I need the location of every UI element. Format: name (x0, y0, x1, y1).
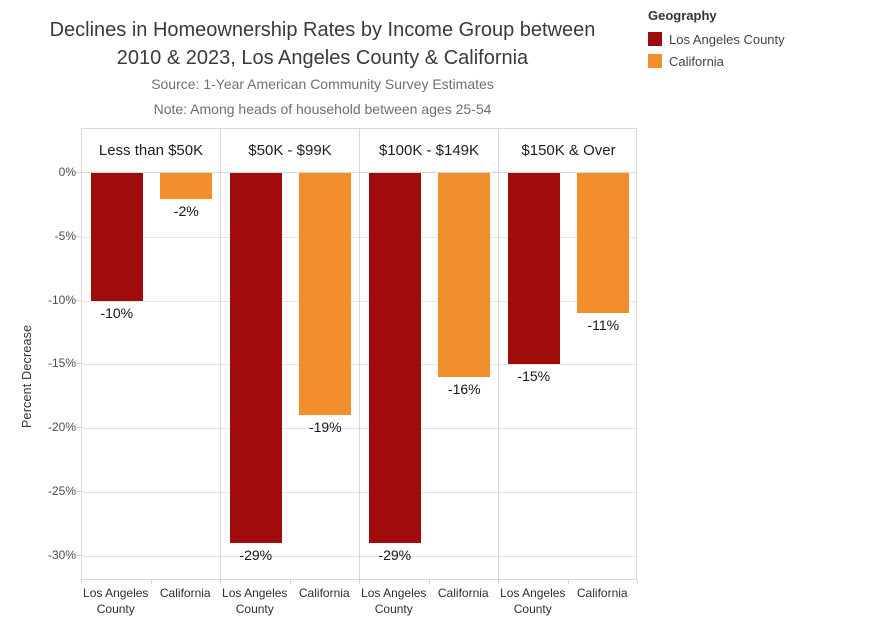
x-axis-category-label: California (437, 586, 489, 600)
facet-header-label: $100K - $149K (360, 129, 498, 173)
x-axis-tick (637, 580, 638, 584)
x-axis-tick (150, 580, 152, 584)
x-axis-category-label: California (576, 586, 628, 600)
bar-value-label: -2% (173, 203, 199, 219)
facet-panel: $100K - $149K -29% -16% (360, 129, 499, 579)
chart-age-note: Note: Among heads of household between a… (153, 101, 492, 117)
y-axis-tick (76, 299, 81, 301)
facet-header-label: $150K & Over (499, 129, 638, 173)
legend-item-label: Los Angeles County (669, 31, 785, 47)
x-axis-tick (220, 580, 221, 584)
bar-los-angeles-county[interactable] (229, 173, 282, 543)
bar-value-label: -19% (308, 419, 342, 435)
bar-value-label: -16% (447, 381, 481, 397)
y-tick-label: 0% (58, 165, 76, 179)
legend-item-california[interactable]: California (648, 50, 785, 72)
bar-los-angeles-county[interactable] (368, 173, 421, 543)
bar-california[interactable] (299, 173, 352, 415)
facet-panel: $50K - $99K -29% -19% (221, 129, 360, 579)
bar-value-label: -29% (378, 547, 412, 563)
facet-panel: Less than $50K -10% -2% (82, 129, 221, 579)
y-tick-label: -20% (47, 420, 76, 434)
legend-item-los-angeles-county[interactable]: Los Angeles County (648, 28, 785, 50)
y-tick-label: -10% (47, 292, 76, 307)
bar-value-label: -10% (100, 305, 134, 321)
facet-panel: $150K & Over -15% -11% (499, 129, 638, 579)
y-axis-tick (76, 172, 81, 173)
legend-item-label: California (669, 53, 724, 69)
bar-value-label: -15% (517, 368, 551, 384)
y-tick-label: -15% (47, 356, 76, 371)
x-axis-tick (289, 580, 291, 584)
bar-california[interactable] (577, 173, 630, 313)
y-axis-tick (76, 363, 81, 365)
y-axis-tick (76, 235, 81, 237)
y-tick-label: -30% (47, 547, 76, 562)
x-axis-category-label: Los Angeles County (83, 586, 149, 616)
chart-title-line-2: 2010 & 2023, Los Angeles County & Califo… (116, 47, 529, 69)
plot-area: Less than $50K -10% -2% $50K - $99K -29% -19%… (81, 128, 638, 580)
y-axis-tick (76, 427, 81, 428)
x-axis-category-label: Los Angeles County (500, 586, 566, 616)
x-axis-category-label: California (159, 586, 211, 600)
bar-california[interactable] (160, 173, 213, 199)
x-axis-category-label: Los Angeles County (361, 586, 427, 616)
x-axis-tick (498, 580, 499, 584)
bar-los-angeles-county[interactable] (90, 173, 143, 301)
x-axis-category-label: Los Angeles County (222, 586, 288, 616)
legend-swatch-california (648, 54, 662, 68)
x-axis-tick (359, 580, 360, 584)
chart-title-line-1: Declines in Homeownership Rates by Incom… (49, 19, 596, 41)
facet-header-label: $50K - $99K (221, 129, 359, 173)
bar-california[interactable] (438, 173, 491, 377)
y-axis-tick (76, 554, 81, 556)
x-axis-category-label: California (298, 586, 350, 600)
y-tick-label: -25% (47, 483, 76, 498)
x-axis-tick (81, 580, 82, 584)
y-axis-tick (76, 490, 81, 492)
facet-header-label: Less than $50K (82, 129, 220, 173)
y-tick-label: -5% (54, 228, 76, 243)
chart-source-note: Source: 1-Year American Community Survey… (151, 76, 494, 92)
legend: Geography Los Angeles County California (648, 8, 785, 72)
bar-los-angeles-county[interactable] (507, 173, 560, 364)
x-axis-tick (428, 580, 430, 584)
bar-value-label: -29% (239, 547, 273, 563)
title-block: Declines in Homeownership Rates by Incom… (0, 16, 645, 122)
legend-swatch-los-angeles-county (648, 32, 662, 46)
legend-title: Geography (648, 8, 717, 23)
x-axis-tick (567, 580, 569, 584)
bar-value-label: -11% (587, 317, 620, 333)
